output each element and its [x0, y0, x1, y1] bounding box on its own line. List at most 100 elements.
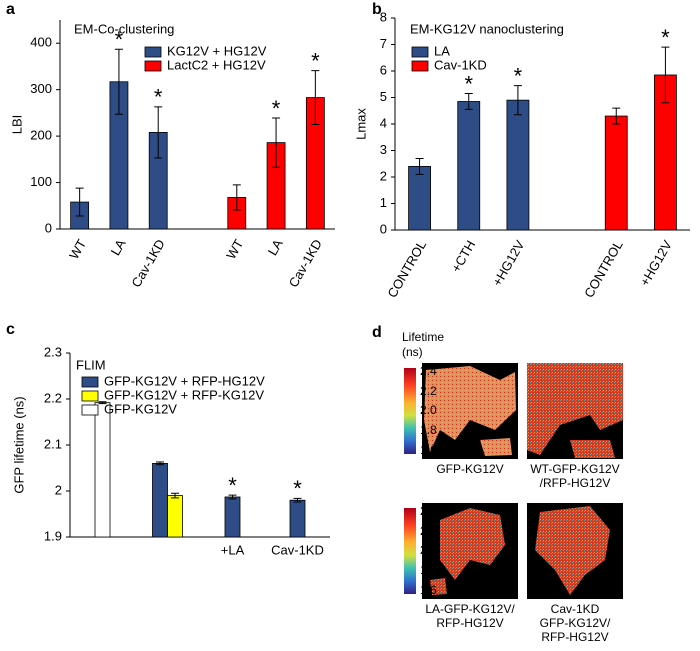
caption: /RFP-HG12V — [540, 476, 611, 490]
legend-label: Cav-1KD — [434, 57, 487, 72]
x-tick-label: LA — [265, 236, 286, 258]
x-tick-label: Cav-1KD — [271, 542, 324, 557]
scale-title: (ns) — [402, 345, 423, 359]
caption: GFP-KG12V/ — [540, 616, 611, 630]
y-tick-label: 2 — [55, 482, 62, 497]
error-bar — [661, 46, 670, 104]
y-tick-label: 3 — [380, 142, 387, 157]
x-tick-label: +HG12V — [489, 237, 527, 288]
scale-title: Lifetime — [402, 330, 444, 344]
y-tick-label: 6 — [380, 62, 387, 77]
legend-label: GFP-KG12V + RFP-KG12V — [104, 387, 264, 402]
significance-mark: * — [311, 48, 320, 73]
y-tick-label: 2.3 — [44, 344, 62, 359]
caption: LA-GFP-KG12V/ — [425, 602, 515, 616]
chart-title: EM-Co-clustering — [74, 21, 174, 36]
scale-tick-label: 2.2 — [420, 524, 437, 538]
x-tick-label: +LA — [221, 542, 245, 557]
legend-swatch — [144, 60, 162, 72]
y-tick-label: 5 — [380, 89, 387, 104]
x-tick-label: Cav-1KD — [128, 237, 167, 290]
error-bar — [232, 184, 241, 211]
error-bar — [311, 70, 320, 125]
scale-tick-label: 2.4 — [420, 504, 437, 518]
bar — [167, 495, 183, 538]
cell — [527, 363, 623, 458]
chart-title: FLIM — [76, 357, 106, 372]
error-bar — [228, 494, 237, 500]
chart-title: EM-KG12V nanoclustering — [410, 21, 564, 36]
y-tick-label: 200 — [30, 128, 52, 143]
y-tick-label: 7 — [380, 36, 387, 51]
scale-tick-label: 2.0 — [420, 403, 437, 417]
x-tick-label: CONTROL — [581, 238, 626, 301]
y-axis-label: LBI — [9, 115, 24, 135]
x-tick-label: Cav-1KD — [286, 237, 325, 290]
error-bar — [513, 85, 522, 116]
caption: RFP-HG12V — [541, 630, 608, 644]
error-bar — [114, 48, 123, 115]
significance-mark: * — [293, 476, 302, 501]
caption: RFP-HG12V — [436, 616, 503, 630]
error-bar — [612, 107, 621, 125]
y-tick-label: 2.2 — [44, 390, 62, 405]
scale-tick-label: 1.8 — [420, 563, 437, 577]
y-axis-label: Lmax — [353, 108, 368, 140]
x-tick-label: CONTROL — [384, 238, 429, 301]
significance-mark: * — [115, 27, 124, 52]
scale-tick-label: 1.6 — [420, 443, 437, 457]
bar — [604, 115, 628, 231]
legend-swatch — [144, 46, 162, 58]
y-tick-label: 0 — [380, 221, 387, 236]
scale-tick-label: 1.6 — [420, 583, 437, 597]
x-tick-label: WT — [223, 237, 246, 262]
x-tick-label: +CTH — [448, 238, 478, 275]
error-bar — [98, 401, 107, 405]
panel-d: d Lifetime (ns) — [372, 324, 623, 599]
scale-tick-label: 2.4 — [420, 364, 437, 378]
bar — [457, 101, 481, 231]
error-bar — [272, 117, 281, 168]
y-tick-label: 1.9 — [44, 528, 62, 543]
error-bar — [171, 492, 179, 499]
error-bar — [415, 157, 424, 175]
significance-mark: * — [154, 85, 163, 110]
legend-swatch — [411, 60, 429, 72]
scale-tick-label: 2.0 — [420, 543, 437, 557]
legend-swatch — [411, 46, 429, 58]
error-bar — [156, 461, 164, 466]
panel-label: b — [372, 1, 382, 18]
legend-swatch — [81, 376, 99, 388]
y-tick-label: 400 — [30, 35, 52, 50]
bar — [152, 462, 168, 538]
bar — [289, 499, 306, 538]
legend-label: LactC2 + HG12V — [167, 57, 266, 72]
error-bar — [464, 93, 473, 110]
cell — [430, 508, 505, 595]
cell — [424, 366, 516, 456]
y-tick-label: 100 — [30, 174, 52, 189]
significance-mark: * — [464, 71, 473, 96]
x-tick-label: LA — [108, 236, 129, 258]
error-bar — [293, 497, 302, 503]
significance-mark: * — [272, 96, 281, 121]
colorbar — [404, 508, 416, 594]
scale-tick-label: 2.2 — [420, 384, 437, 398]
bar — [94, 402, 111, 538]
legend-swatch — [81, 390, 99, 402]
y-tick-label: 2.1 — [44, 436, 62, 451]
y-tick-label: 8 — [380, 9, 387, 24]
bar — [506, 99, 530, 231]
scale-tick-label: 1.8 — [420, 423, 437, 437]
caption: WT-GFP-KG12V — [530, 462, 619, 476]
y-tick-label: 1 — [380, 195, 387, 210]
y-tick-label: 300 — [30, 81, 52, 96]
error-bar — [154, 106, 163, 159]
colorbar — [404, 368, 416, 454]
error-bar — [75, 187, 84, 217]
legend-label: KG12V + HG12V — [167, 43, 267, 58]
panel-label: d — [372, 324, 382, 341]
panel-label: c — [6, 321, 15, 338]
caption: GFP-KG12V — [436, 462, 503, 476]
